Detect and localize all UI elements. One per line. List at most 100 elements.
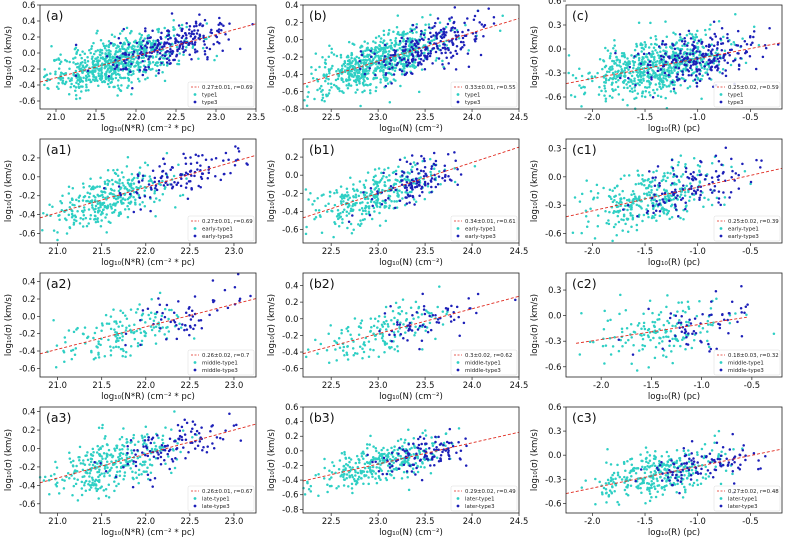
data-point — [393, 335, 397, 339]
data-point — [646, 178, 649, 182]
data-point — [346, 198, 350, 201]
data-point — [138, 196, 142, 199]
data-point — [698, 68, 701, 72]
data-point — [611, 189, 614, 192]
data-point — [421, 159, 424, 163]
data-point — [127, 183, 131, 186]
data-point — [483, 23, 487, 27]
data-point — [370, 325, 373, 329]
data-point — [514, 298, 517, 302]
data-point — [687, 190, 690, 194]
data-point — [59, 60, 63, 64]
data-point — [637, 58, 641, 62]
data-point — [109, 203, 112, 206]
legend-fit-label: 0.3±0.02, r=0.62 — [465, 353, 512, 359]
data-point — [147, 58, 150, 61]
data-point — [347, 212, 351, 215]
data-point — [643, 184, 646, 187]
data-point — [212, 42, 215, 46]
chart-svg: 21.0 21.5 22.0 22.5 23.0-0.6-0.4-0.20.00.20.… — [4, 272, 257, 402]
data-point — [673, 181, 676, 185]
y-tick-label: 0.0 — [548, 172, 561, 182]
data-point — [91, 71, 95, 74]
data-point — [410, 170, 414, 174]
data-point — [423, 28, 427, 32]
data-point — [378, 329, 381, 333]
data-point — [689, 48, 692, 51]
data-point — [647, 185, 651, 188]
data-point — [467, 49, 470, 52]
data-point — [140, 33, 144, 37]
data-point — [134, 64, 137, 68]
data-point — [356, 88, 359, 91]
data-point — [136, 176, 139, 180]
data-point — [171, 49, 174, 53]
data-point — [604, 90, 607, 93]
data-point — [163, 42, 166, 46]
data-point — [114, 340, 118, 344]
data-point — [329, 82, 333, 86]
data-point — [145, 68, 148, 72]
data-point — [622, 208, 625, 211]
data-point — [633, 89, 637, 92]
data-point — [360, 319, 364, 322]
legend-fit-label: 0.27±0.01, r=0.69 — [202, 219, 253, 225]
data-point — [343, 69, 347, 72]
data-point — [635, 42, 638, 46]
data-point — [166, 50, 170, 53]
data-point — [730, 165, 733, 169]
data-point — [121, 52, 125, 55]
data-point — [462, 41, 465, 44]
data-point — [424, 23, 427, 26]
data-point — [649, 21, 652, 25]
y-tick-label: -0.6 — [19, 363, 35, 373]
data-point — [69, 201, 72, 204]
data-point — [434, 185, 438, 189]
data-point — [136, 60, 139, 63]
data-point — [422, 157, 426, 160]
data-point — [614, 70, 617, 74]
data-point — [618, 312, 621, 316]
x-tick-label: 21.5 — [87, 112, 106, 122]
data-point — [192, 327, 195, 331]
data-point — [419, 169, 423, 172]
data-point — [203, 49, 207, 53]
data-point — [389, 38, 392, 42]
data-point — [642, 77, 645, 81]
data-point — [146, 307, 150, 311]
data-point — [427, 23, 431, 26]
data-point — [598, 85, 601, 89]
data-point — [123, 198, 127, 201]
y-tick-label: -0.6 — [545, 229, 561, 239]
data-point — [681, 37, 684, 41]
data-point — [397, 165, 400, 169]
data-point — [716, 41, 720, 44]
data-point — [155, 310, 159, 314]
data-point — [98, 209, 101, 212]
data-point — [105, 213, 108, 216]
data-point — [466, 17, 469, 20]
data-point — [90, 57, 94, 61]
data-point — [385, 175, 388, 179]
data-point — [665, 85, 669, 88]
data-point — [405, 317, 409, 321]
data-point — [703, 178, 707, 181]
data-point — [398, 56, 402, 60]
data-point — [74, 69, 78, 73]
data-point — [76, 326, 79, 330]
data-point — [416, 53, 420, 56]
data-point — [197, 154, 200, 158]
data-point — [138, 43, 141, 46]
data-point — [170, 183, 173, 186]
data-point — [374, 89, 378, 93]
data-point — [318, 87, 322, 90]
data-point — [96, 218, 99, 221]
data-point — [136, 344, 140, 348]
data-point — [617, 79, 620, 82]
data-point — [199, 185, 202, 189]
data-point — [714, 154, 718, 157]
data-point — [184, 156, 187, 160]
data-point — [669, 330, 673, 333]
data-point — [695, 314, 699, 318]
